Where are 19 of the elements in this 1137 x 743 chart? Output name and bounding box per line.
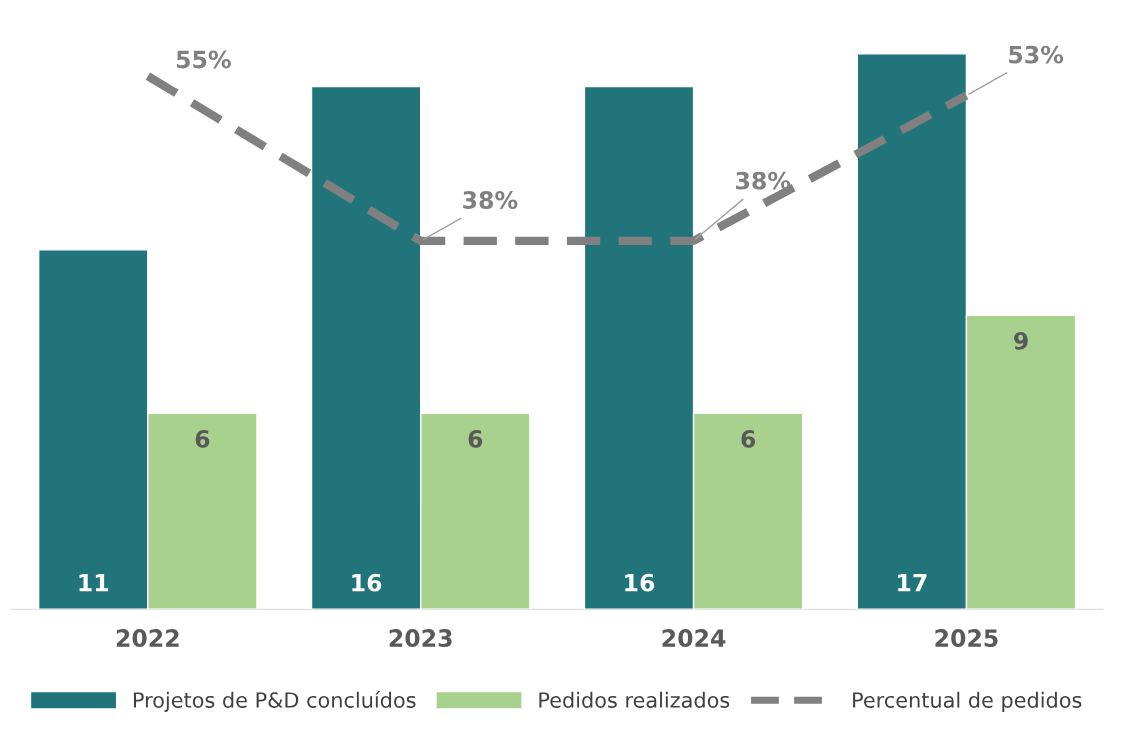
x-tick-label: 2022	[116, 629, 179, 647]
data-label: 16	[352, 573, 382, 592]
x-tick-label: 2023	[389, 629, 452, 647]
data-label: 53%	[1009, 45, 1064, 64]
legend-label: Projetos de P&D concluídos	[133, 690, 416, 712]
data-label: 6	[741, 430, 756, 448]
x-tick-label: 2024	[662, 629, 726, 647]
data-label: 38%	[736, 171, 791, 190]
data-label: 6	[468, 430, 483, 448]
data-label: 9	[1014, 331, 1028, 350]
data-label: 11	[79, 574, 109, 592]
legend-label: Pedidos realizados	[539, 691, 730, 708]
data-label: 38%	[463, 191, 518, 209]
data-label: 6	[195, 430, 210, 448]
data-label: 17	[898, 574, 927, 592]
x-tick-label: 2025	[935, 629, 998, 647]
data-label: 16	[625, 573, 655, 592]
legend-label: Percentual de pedidos	[853, 691, 1082, 712]
data-label: 55%	[176, 50, 231, 69]
